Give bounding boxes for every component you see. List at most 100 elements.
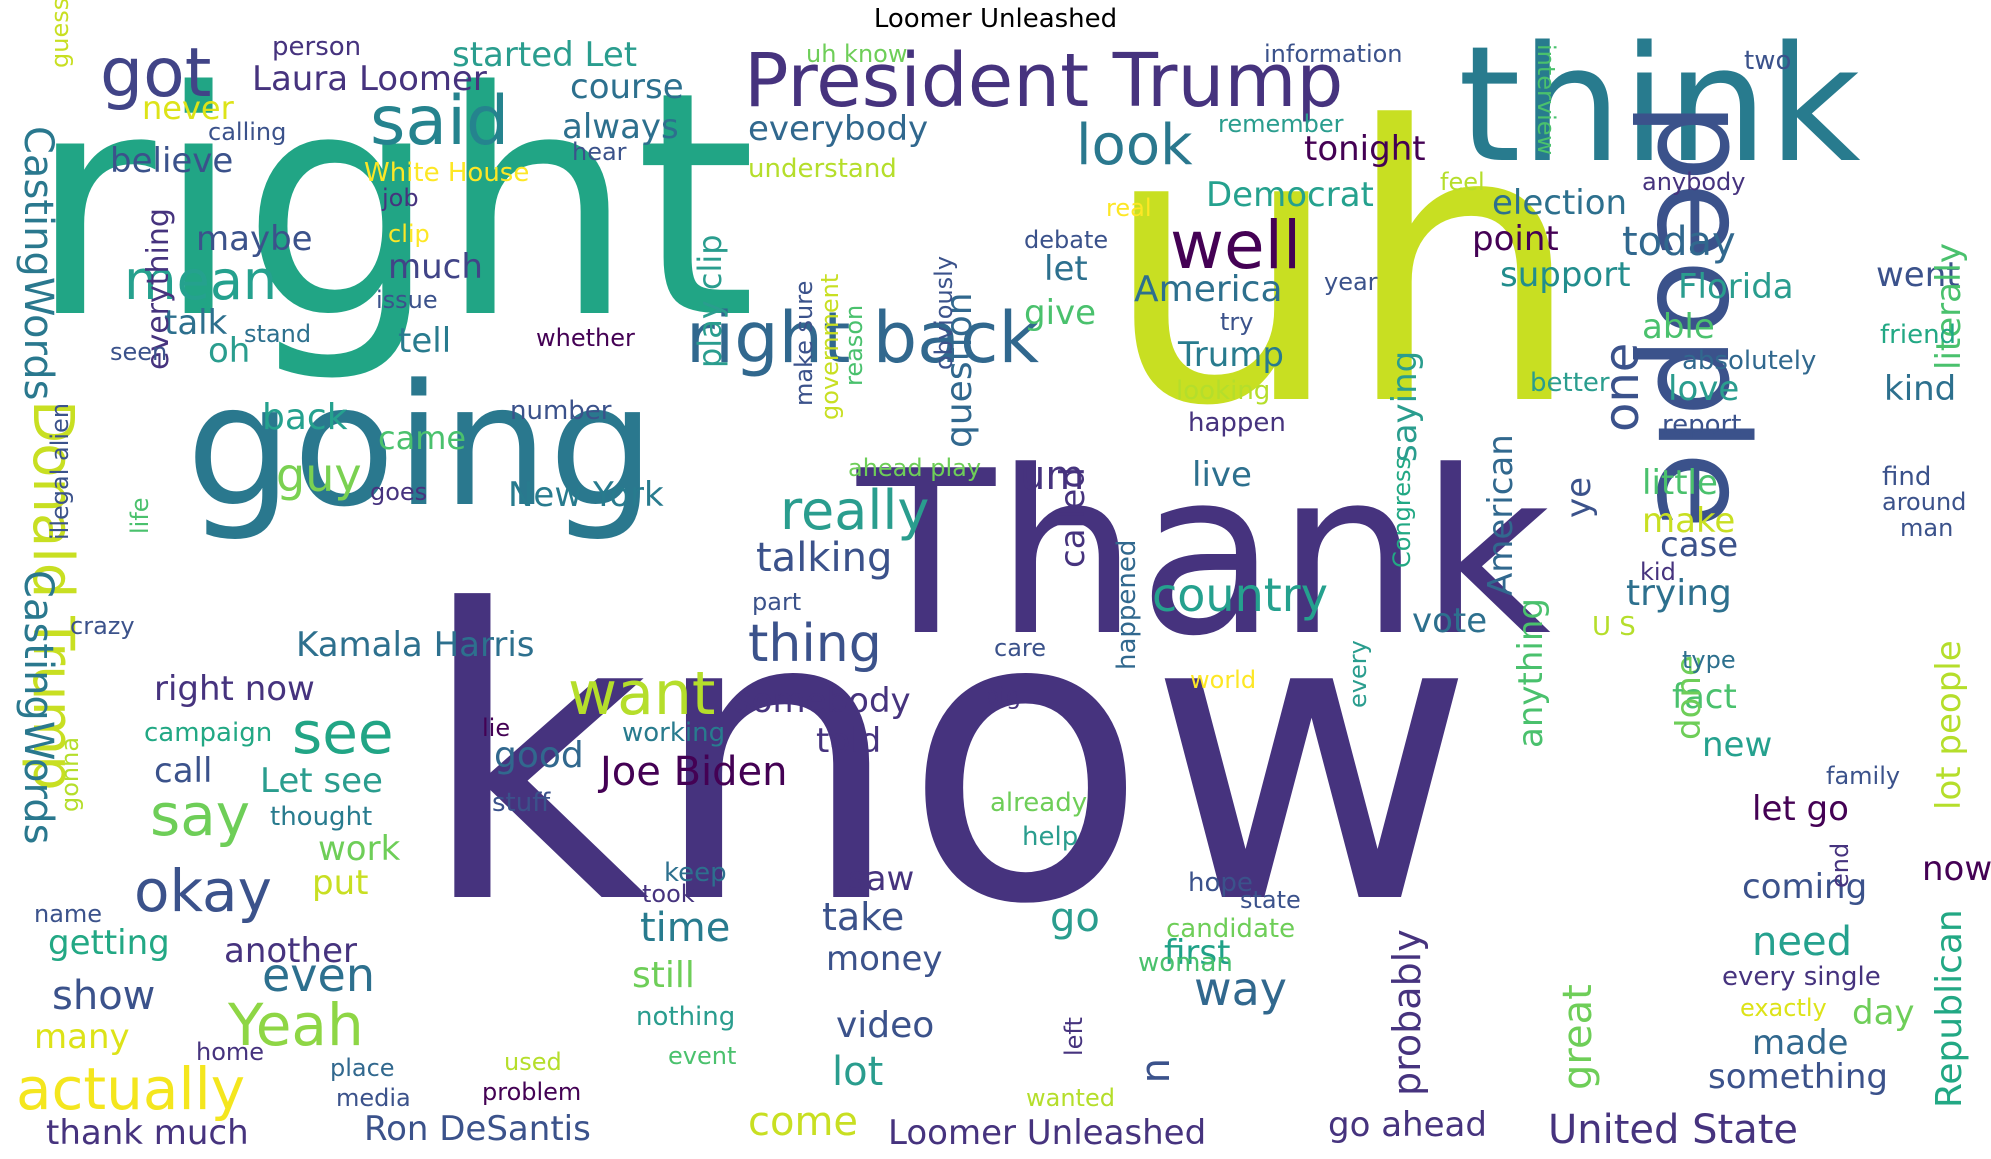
cloud-word: said [370, 82, 510, 161]
cloud-word: time [640, 905, 731, 951]
cloud-word: absolutely [1682, 346, 1817, 376]
cloud-word: coming [1742, 867, 1868, 907]
cloud-word: make sure [790, 280, 818, 406]
cloud-word: person [272, 32, 362, 62]
cloud-word: anybody [1642, 168, 1746, 196]
cloud-word: money [826, 939, 943, 979]
cloud-word: come [748, 1099, 859, 1145]
cloud-word: U S [1592, 612, 1636, 642]
cloud-word: Republican [1929, 909, 1970, 1108]
cloud-word: started Let [452, 35, 638, 75]
cloud-word: kid [1640, 558, 1676, 586]
cloud-word: stand [244, 320, 312, 348]
cloud-word: lot people [1929, 640, 1969, 810]
cloud-word: Let see [260, 761, 383, 801]
cloud-word: White House [364, 158, 530, 188]
cloud-word: now [1922, 849, 1991, 889]
cloud-word: believe [110, 141, 234, 181]
cloud-word: event [668, 1042, 737, 1070]
cloud-word: Thank [857, 423, 1551, 686]
cloud-word: keep [664, 858, 727, 888]
cloud-word: play clip [691, 234, 729, 368]
cloud-word: Trump [1178, 335, 1285, 375]
cloud-word: feel [1440, 168, 1485, 196]
cloud-word: issue [376, 286, 438, 314]
cloud-word: getting [48, 923, 170, 963]
cloud-word: kind [1884, 369, 1957, 409]
cloud-word: Ron DeSantis [364, 1109, 591, 1149]
cloud-word: talk [164, 303, 228, 343]
cloud-word: friend [1880, 320, 1957, 350]
cloud-word: job [382, 184, 419, 212]
cloud-word: video [836, 1005, 935, 1046]
cloud-word: exactly [1740, 994, 1827, 1022]
cloud-word: media [336, 1084, 411, 1112]
cloud-word: CastingWords [15, 570, 61, 845]
cloud-word: u [1137, 1058, 1183, 1084]
cloud-word: put [312, 863, 369, 903]
cloud-word: around [1882, 488, 1967, 516]
cloud-word: two [1744, 46, 1792, 76]
cloud-word: okay [134, 857, 272, 925]
cloud-word: well [1170, 207, 1302, 284]
cloud-word: tell [398, 321, 452, 361]
cloud-word: New York [508, 475, 664, 515]
cloud-word: saw [848, 859, 915, 899]
cloud-word: Congress [1388, 457, 1416, 568]
cloud-word: woman [1138, 948, 1233, 978]
cloud-word: state [1240, 886, 1301, 914]
cloud-word: little [1642, 463, 1718, 503]
cloud-word: part [752, 588, 802, 616]
cloud-word: anything [1511, 598, 1551, 748]
cloud-word: right back [686, 297, 1040, 379]
cloud-word: CastingWords [15, 126, 61, 401]
cloud-word: mean [124, 249, 278, 312]
cloud-word: Loomer Unleashed [888, 1113, 1207, 1153]
cloud-word: candidate [1166, 914, 1296, 944]
cloud-word: literally [1929, 243, 1969, 370]
cloud-word: world [1190, 666, 1257, 694]
cloud-word: nothing [636, 1002, 736, 1032]
cloud-word: today [1622, 219, 1736, 265]
cloud-word: every [1344, 640, 1372, 708]
cloud-word: made [1752, 1023, 1849, 1063]
cloud-word: life [126, 497, 154, 534]
cloud-word: maybe [196, 219, 313, 259]
cloud-word: much [388, 247, 483, 287]
cloud-word: place [330, 1054, 395, 1082]
cloud-word: somebody [734, 681, 911, 721]
cloud-word: family [1826, 762, 1901, 790]
cloud-word: went [1876, 255, 1960, 295]
wordcloud-title: Loomer Unleashed [873, 4, 1118, 34]
cloud-word: lot [832, 1049, 884, 1095]
cloud-word: wanted [1026, 1084, 1115, 1112]
cloud-word: happened [1112, 539, 1142, 670]
cloud-word: came [378, 419, 467, 457]
cloud-word: better [1530, 368, 1610, 398]
cloud-word: course [570, 67, 684, 107]
cloud-word: ahead play [848, 454, 982, 482]
cloud-word: Joe Biden [600, 749, 788, 795]
cloud-word: know [418, 527, 1476, 992]
cloud-word: America [1134, 269, 1283, 310]
cloud-word: Florida [1678, 267, 1794, 307]
cloud-word: another [224, 931, 357, 971]
cloud-word: reason [840, 304, 868, 386]
cloud-word: thought [270, 802, 373, 832]
cloud-word: looking [1176, 376, 1271, 406]
cloud-word: vote [1412, 601, 1488, 641]
cloud-word: new [1702, 725, 1773, 765]
cloud-word: American [1481, 434, 1521, 596]
cloud-word: let [1044, 249, 1088, 289]
cloud-word: working [622, 718, 726, 748]
cloud-word: took [642, 880, 695, 908]
cloud-word: everybody [748, 109, 929, 149]
cloud-word: thing [748, 614, 882, 674]
cloud-word: whether [536, 324, 635, 352]
cloud-word: great [1555, 984, 1601, 1090]
cloud-word: guess [46, 0, 74, 68]
cloud-word: find [1882, 462, 1932, 492]
cloud-word: say [150, 781, 251, 849]
cloud-word: make [1642, 501, 1736, 541]
cloud-word: care [994, 634, 1047, 662]
